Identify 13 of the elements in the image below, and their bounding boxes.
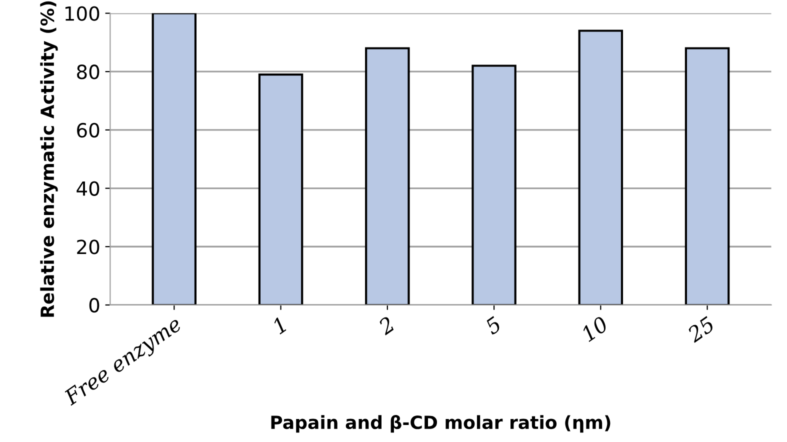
y-tick-label: 80 <box>77 64 100 80</box>
y-tick-label: 0 <box>89 298 100 313</box>
y-tick-label: 20 <box>77 240 100 254</box>
x-tick-label: 25 <box>686 316 716 344</box>
x-tick-label: 2 <box>376 316 396 336</box>
y-axis-title: Relative enzymatic Activity (%) <box>40 1 58 317</box>
y-tick-label: 40 <box>76 181 100 196</box>
x-tick-label: 5 <box>484 316 502 336</box>
x-tick-label: 1 <box>271 317 287 334</box>
y-tick-label: 60 <box>77 122 100 138</box>
x-tick-label: 10 <box>580 316 610 342</box>
x-axis-title: Papain and β-CD molar ratio (ηm) <box>271 414 610 433</box>
y-tick-label: 100 <box>65 6 100 21</box>
